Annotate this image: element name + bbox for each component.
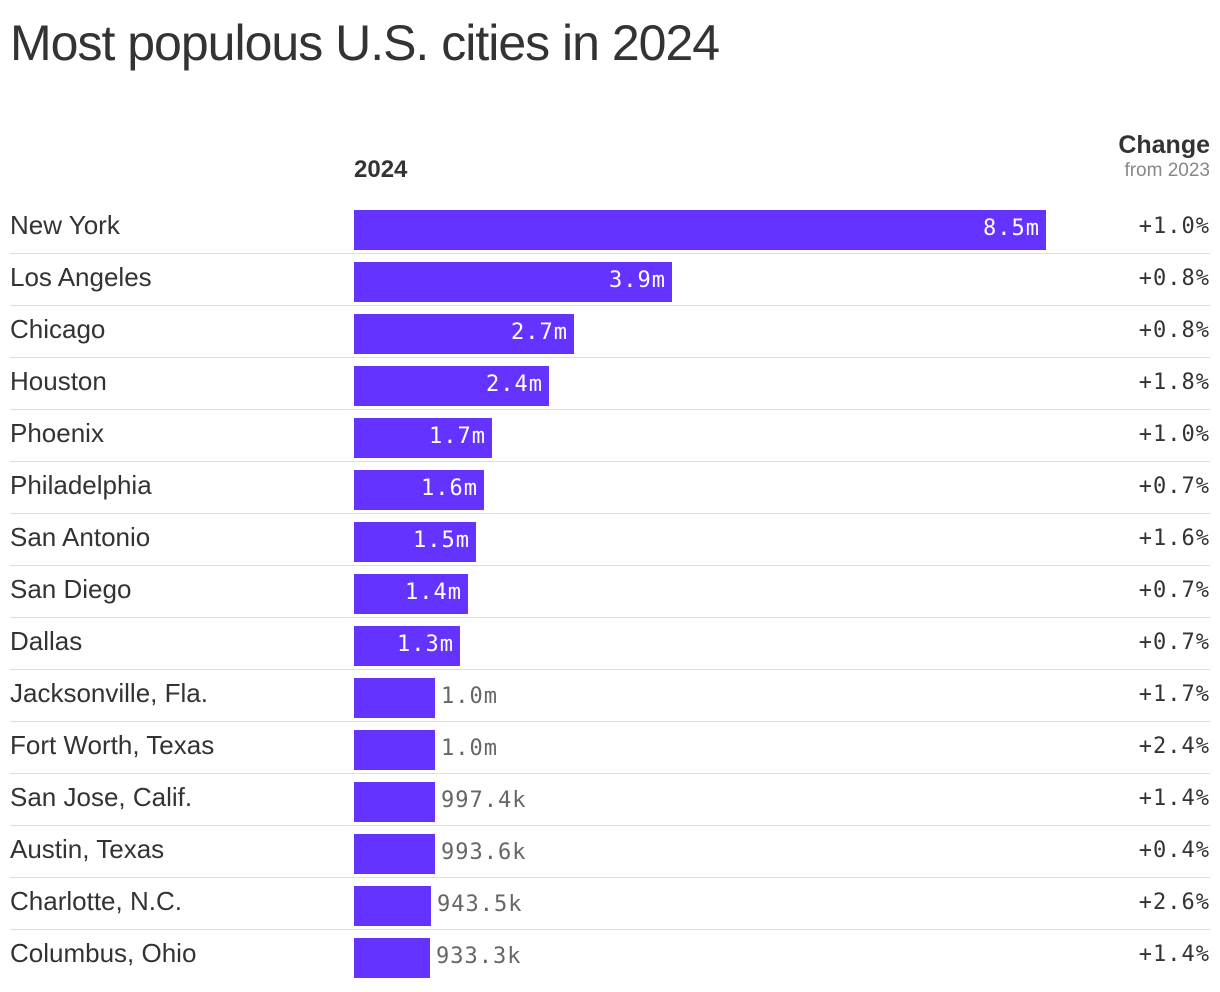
change-value: +1.4%: [1138, 786, 1210, 811]
table-row: New York 8.5m +1.0%: [0, 202, 1220, 254]
population-bar: [354, 678, 435, 718]
change-value: +1.0%: [1138, 422, 1210, 447]
row-divider: [10, 877, 1210, 878]
row-divider: [10, 929, 1210, 930]
row-divider: [10, 669, 1210, 670]
bar-value-label: 1.7m: [429, 424, 486, 449]
city-label: San Diego: [10, 574, 132, 604]
bar-value-label: 1.0m: [441, 684, 498, 709]
table-row: Columbus, Ohio 933.3k +1.4%: [0, 930, 1220, 982]
population-bar: [354, 626, 460, 666]
population-bar: [354, 262, 672, 302]
population-bar: [354, 210, 1046, 250]
bar-value-label: 943.5k: [437, 892, 523, 917]
table-row: Philadelphia 1.6m +0.7%: [0, 462, 1220, 514]
row-divider: [10, 357, 1210, 358]
city-label: San Jose, Calif.: [10, 782, 193, 812]
change-value: +0.7%: [1138, 474, 1210, 499]
bar-value-label: 3.9m: [609, 268, 666, 293]
table-row: Chicago 2.7m +0.8%: [0, 306, 1220, 358]
table-row: San Diego 1.4m +0.7%: [0, 566, 1220, 618]
city-label: Los Angeles: [10, 262, 152, 292]
city-label: New York: [10, 210, 120, 240]
table-row: Charlotte, N.C. 943.5k +2.6%: [0, 878, 1220, 930]
row-divider: [10, 617, 1210, 618]
table-row: Jacksonville, Fla. 1.0m +1.7%: [0, 670, 1220, 722]
population-bar: [354, 522, 476, 562]
table-row: Los Angeles 3.9m +0.8%: [0, 254, 1220, 306]
bar-value-label: 997.4k: [441, 788, 527, 813]
bar-value-label: 1.0m: [441, 736, 498, 761]
table-row: Austin, Texas 993.6k +0.4%: [0, 826, 1220, 878]
row-divider: [10, 461, 1210, 462]
population-bar: [354, 314, 574, 354]
row-divider: [10, 513, 1210, 514]
change-value: +0.4%: [1138, 838, 1210, 863]
change-value: +2.6%: [1138, 890, 1210, 915]
city-label: Chicago: [10, 314, 106, 344]
population-bar: [354, 782, 435, 822]
row-divider: [10, 565, 1210, 566]
table-row: Houston 2.4m +1.8%: [0, 358, 1220, 410]
population-bar: [354, 366, 549, 406]
city-label: Austin, Texas: [10, 834, 165, 864]
city-label: Fort Worth, Texas: [10, 730, 215, 760]
change-column-header: Change from 2023: [1118, 130, 1210, 182]
change-value: +1.4%: [1138, 942, 1210, 967]
population-bar: [354, 470, 484, 510]
bar-value-label: 2.4m: [486, 372, 543, 397]
population-bar: [354, 730, 435, 770]
change-value: +0.7%: [1138, 630, 1210, 655]
city-label: Columbus, Ohio: [10, 938, 197, 968]
table-row: San Antonio 1.5m +1.6%: [0, 514, 1220, 566]
table-row: Phoenix 1.7m +1.0%: [0, 410, 1220, 462]
bar-value-label: 1.6m: [421, 476, 478, 501]
city-label: Dallas: [10, 626, 83, 656]
population-bar: [354, 418, 492, 458]
row-divider: [10, 253, 1210, 254]
change-value: +0.8%: [1138, 318, 1210, 343]
chart-title: Most populous U.S. cities in 2024: [10, 15, 720, 71]
bar-value-label: 8.5m: [983, 216, 1040, 241]
change-value: +1.6%: [1138, 526, 1210, 551]
city-label: Houston: [10, 366, 107, 396]
city-label: Charlotte, N.C.: [10, 886, 182, 916]
row-divider: [10, 773, 1210, 774]
table-row: Dallas 1.3m +0.7%: [0, 618, 1220, 670]
city-label: Jacksonville, Fla.: [10, 678, 208, 708]
population-bar: [354, 938, 430, 978]
population-bar: [354, 886, 431, 926]
row-divider: [10, 825, 1210, 826]
bar-value-label: 993.6k: [441, 840, 527, 865]
change-value: +1.0%: [1138, 214, 1210, 239]
population-bar: [354, 574, 468, 614]
population-bar: [354, 834, 435, 874]
change-header-subtitle: from 2023: [1124, 160, 1210, 181]
bar-value-label: 933.3k: [436, 944, 522, 969]
row-divider: [10, 409, 1210, 410]
change-value: +0.7%: [1138, 578, 1210, 603]
table-row: Fort Worth, Texas 1.0m +2.4%: [0, 722, 1220, 774]
bar-value-label: 2.7m: [511, 320, 568, 345]
change-value: +1.8%: [1138, 370, 1210, 395]
change-value: +0.8%: [1138, 266, 1210, 291]
bar-value-label: 1.5m: [413, 528, 470, 553]
bar-column-header: 2024: [354, 156, 408, 183]
city-label: Philadelphia: [10, 470, 152, 500]
bar-value-label: 1.3m: [397, 632, 454, 657]
bar-value-label: 1.4m: [405, 580, 462, 605]
city-label: San Antonio: [10, 522, 151, 552]
row-divider: [10, 721, 1210, 722]
change-header-title: Change: [1118, 131, 1210, 159]
row-divider: [10, 305, 1210, 306]
change-value: +2.4%: [1138, 734, 1210, 759]
table-row: San Jose, Calif. 997.4k +1.4%: [0, 774, 1220, 826]
city-label: Phoenix: [10, 418, 104, 448]
change-value: +1.7%: [1138, 682, 1210, 707]
